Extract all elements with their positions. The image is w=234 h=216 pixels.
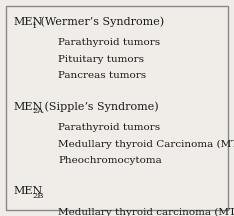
Text: 2B: 2B — [32, 192, 44, 200]
Text: Medullary thyroid carcinoma (MTC): Medullary thyroid carcinoma (MTC) — [58, 207, 234, 216]
Text: Pheochromocytoma: Pheochromocytoma — [58, 156, 162, 165]
Text: Parathyroid tumors: Parathyroid tumors — [58, 123, 161, 132]
Text: Medullary thyroid Carcinoma (MTC): Medullary thyroid Carcinoma (MTC) — [58, 139, 234, 149]
FancyBboxPatch shape — [6, 6, 228, 210]
Text: Parathyroid tumors: Parathyroid tumors — [58, 38, 161, 47]
Text: MEN: MEN — [14, 186, 43, 196]
Text: 2A: 2A — [32, 107, 44, 115]
Text: (Wermer’s Syndrome): (Wermer’s Syndrome) — [37, 16, 164, 27]
Text: MEN: MEN — [14, 17, 43, 27]
Text: Pancreas tumors: Pancreas tumors — [58, 71, 146, 81]
Text: Pituitary tumors: Pituitary tumors — [58, 55, 144, 64]
Text: MEN: MEN — [14, 102, 43, 112]
Text: (Sippleʼs Syndrome): (Sippleʼs Syndrome) — [41, 101, 159, 112]
Text: 1: 1 — [32, 22, 38, 30]
